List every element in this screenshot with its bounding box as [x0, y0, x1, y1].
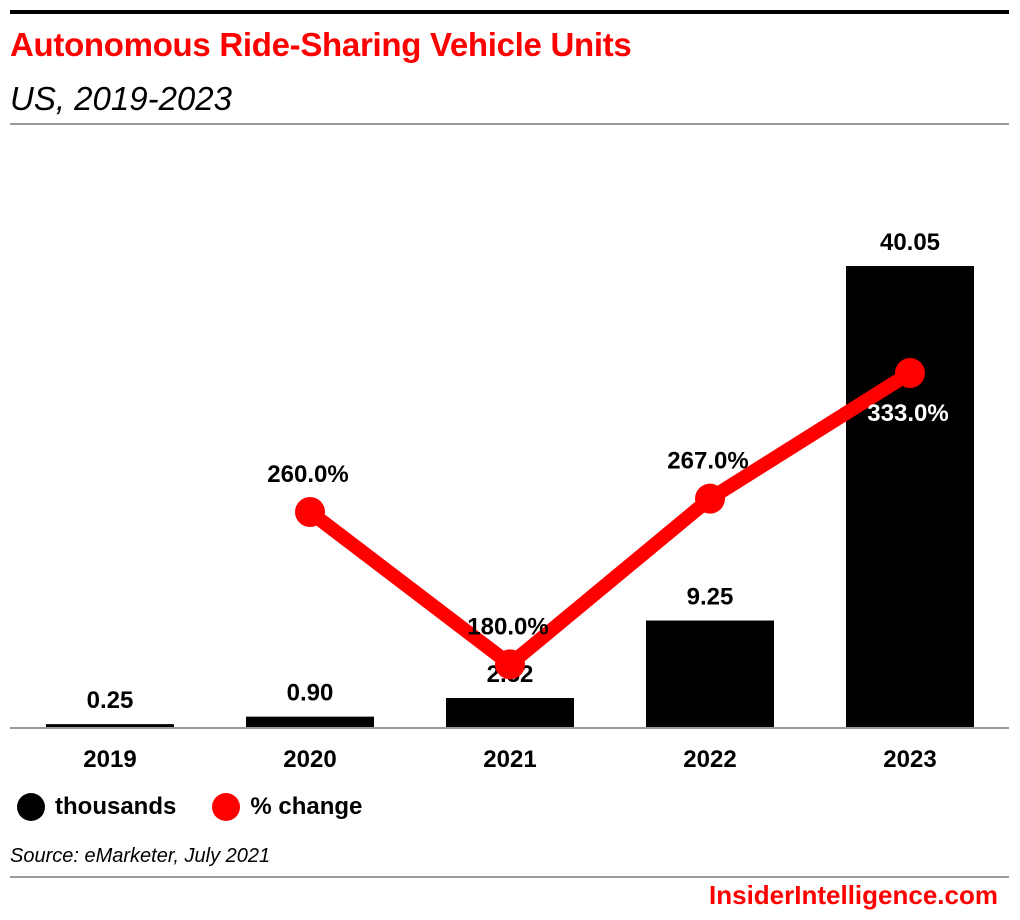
x-tick-label-2020: 2020: [283, 746, 336, 773]
legend-item-thousands: thousands: [17, 793, 176, 821]
percent-change-point-2020: [295, 497, 325, 527]
header-divider: [10, 123, 1009, 125]
x-tick-label-2023: 2023: [883, 746, 936, 773]
chart-canvas: 0.250.902.529.2540.052019202020212022202…: [10, 229, 1009, 773]
percent-change-label-2020: 260.0%: [267, 461, 348, 488]
bar-value-label-2022: 9.25: [687, 584, 734, 611]
bar-value-label-2019: 0.25: [87, 687, 134, 714]
percent-change-line: [303, 366, 917, 672]
percent-change-label-2023: 333.0%: [867, 400, 948, 427]
legend-label-percent-change: % change: [250, 793, 363, 820]
percent-change-point-2023: [895, 358, 925, 388]
bar-2023: [846, 266, 974, 727]
top-rule: [10, 10, 1009, 14]
bar-2022: [646, 620, 774, 727]
percent-change-label-2022: 267.0%: [667, 448, 748, 475]
bar-2020: [246, 716, 374, 727]
legend-swatch-percent-change: [212, 793, 241, 821]
legend-label-thousands: thousands: [55, 793, 177, 820]
percent-change-label-2021: 180.0%: [467, 613, 548, 640]
bar-value-label-2020: 0.90: [287, 680, 334, 707]
brand-logo: InsiderIntelligence.com: [709, 880, 998, 910]
legend-swatch-thousands: [17, 793, 45, 821]
bar-2021: [446, 697, 574, 727]
x-tick-label-2021: 2021: [483, 746, 536, 773]
source-note: Source: eMarketer, July 2021: [10, 845, 271, 867]
x-tick-label-2019: 2019: [83, 746, 136, 773]
chart-title: Autonomous Ride-Sharing Vehicle Units: [10, 26, 632, 63]
legend-item-percent-change: % change: [212, 793, 362, 821]
bar-value-label-2023: 40.05: [880, 229, 940, 256]
footer-divider: [10, 876, 1009, 878]
bar-2019: [46, 724, 174, 727]
chart-subtitle: US, 2019-2023: [10, 80, 232, 117]
legend: thousands % change: [17, 792, 398, 822]
percent-change-point-2021: [495, 649, 525, 680]
x-tick-label-2022: 2022: [683, 746, 736, 773]
percent-change-point-2022: [695, 483, 725, 514]
